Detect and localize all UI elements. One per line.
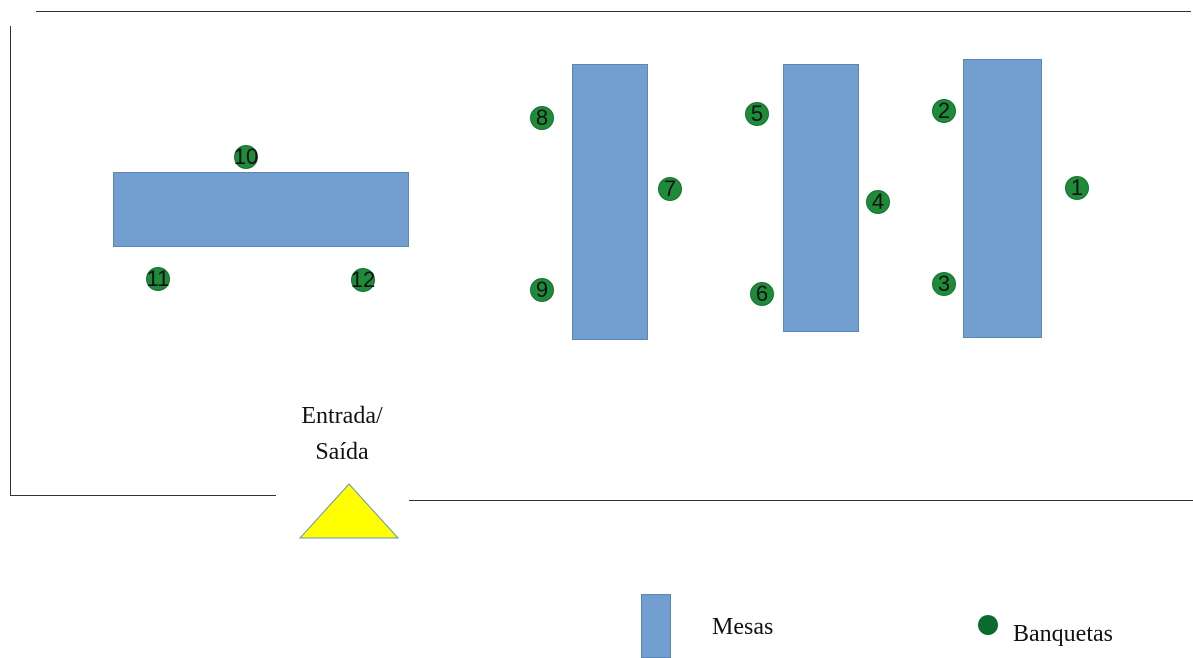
stool-number: 1: [1070, 175, 1084, 200]
legend-tables-label: Mesas: [712, 614, 774, 640]
entrance-triangle-icon[interactable]: [299, 483, 399, 540]
table-vertical-left[interactable]: [572, 64, 648, 340]
stool-number: 3: [937, 271, 951, 296]
stool-4[interactable]: 4: [866, 190, 890, 214]
stool-number: 2: [937, 98, 951, 123]
stool-number: 7: [663, 176, 677, 201]
stool-11[interactable]: 11: [146, 267, 170, 291]
stool-3[interactable]: 3: [932, 272, 956, 296]
entrance-label-line1: Entrada/: [301, 403, 383, 429]
stool-number: 5: [750, 101, 764, 126]
stool-12[interactable]: 12: [351, 268, 375, 292]
entrance-label-line2: Saída: [315, 439, 369, 465]
stool-number: 9: [535, 277, 549, 302]
wall-bottom-right: [409, 500, 1193, 501]
stool-5[interactable]: 5: [745, 102, 769, 126]
entrance-label: Entrada/ Saída: [286, 398, 398, 470]
stool-10[interactable]: 10: [234, 145, 258, 169]
stool-number: 8: [535, 105, 549, 130]
stool-number: 10: [233, 144, 259, 169]
legend-table-swatch: [641, 594, 671, 658]
stool-number: 4: [871, 189, 885, 214]
stool-number: 12: [350, 267, 376, 292]
stool-8[interactable]: 8: [530, 106, 554, 130]
table-vertical-right[interactable]: [963, 59, 1042, 338]
stool-1[interactable]: 1: [1065, 176, 1089, 200]
table-horizontal[interactable]: [113, 172, 409, 247]
stool-number: 6: [755, 281, 769, 306]
legend-stool-swatch: [978, 615, 998, 635]
stool-2[interactable]: 2: [932, 99, 956, 123]
table-vertical-middle[interactable]: [783, 64, 859, 332]
legend-stools-label: Banquetas: [1013, 621, 1113, 647]
wall-bottom-left: [10, 495, 276, 496]
wall-top: [36, 11, 1191, 12]
wall-left: [10, 26, 11, 496]
stool-number: 11: [146, 266, 170, 291]
stool-7[interactable]: 7: [658, 177, 682, 201]
stool-9[interactable]: 9: [530, 278, 554, 302]
stool-6[interactable]: 6: [750, 282, 774, 306]
